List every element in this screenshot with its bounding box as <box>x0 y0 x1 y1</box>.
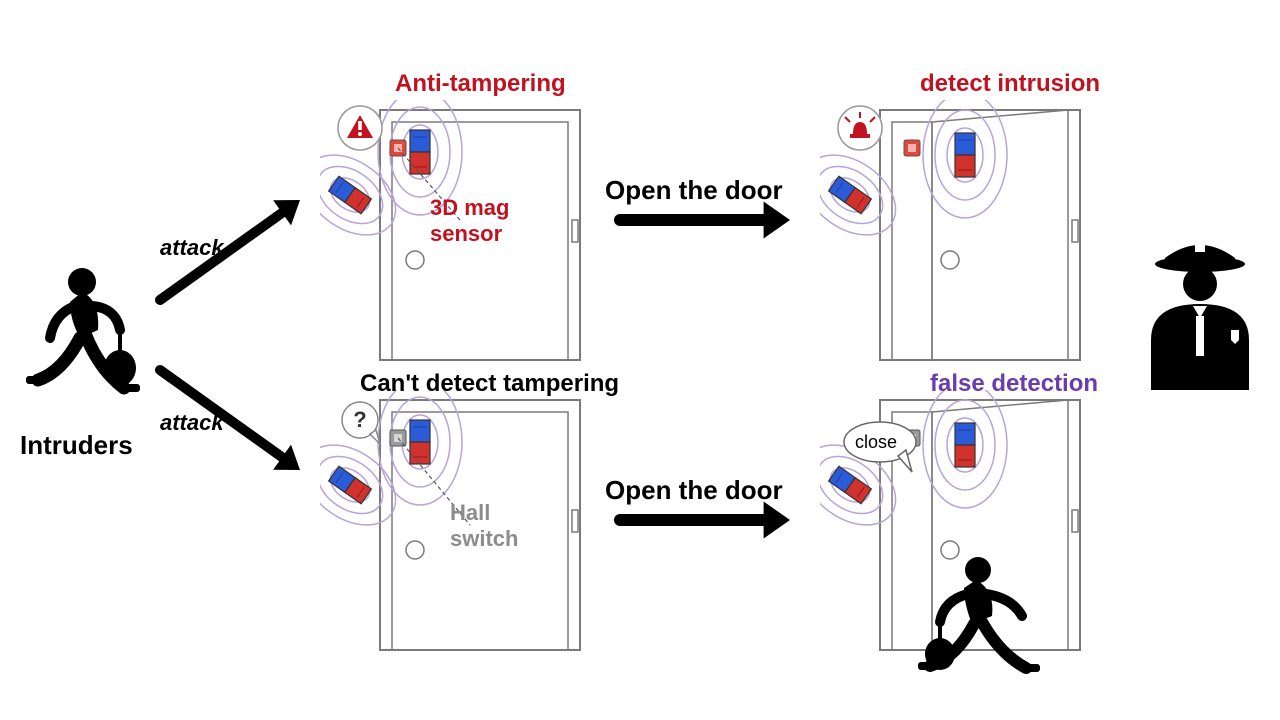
arrow <box>600 500 810 540</box>
police-icon <box>1135 230 1265 400</box>
sensor-label-3d-2: sensor <box>430 221 502 247</box>
intruder-icon <box>20 260 150 430</box>
attack-label-bottom: attack <box>160 410 224 436</box>
svg-text:?: ? <box>353 407 366 432</box>
close-label: close <box>855 432 897 453</box>
attack-label-top: attack <box>160 235 224 261</box>
door-scene <box>820 100 1090 400</box>
result-false-detection: false detection <box>930 370 1098 398</box>
result-detect-intrusion: detect intrusion <box>920 70 1100 98</box>
escaping-intruder-icon <box>900 550 1050 700</box>
open-door-label-top: Open the door <box>605 175 783 206</box>
arrow <box>600 200 810 240</box>
sensor-label-hall-1: Hall <box>450 500 490 526</box>
intruders-label: Intruders <box>20 430 133 461</box>
title-cant-detect: Can't detect tampering <box>360 370 619 398</box>
title-anti-tampering: Anti-tampering <box>395 70 566 98</box>
open-door-label-bottom: Open the door <box>605 475 783 506</box>
sensor-label-3d-1: 3D mag <box>430 195 509 221</box>
sensor-label-hall-2: switch <box>450 526 518 552</box>
